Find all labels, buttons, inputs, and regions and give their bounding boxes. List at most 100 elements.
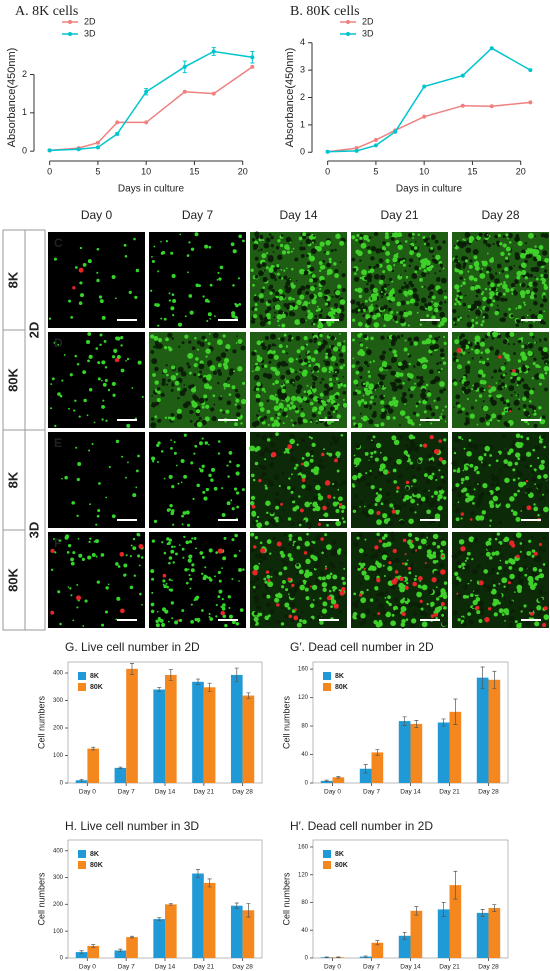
cell-dot <box>207 312 212 317</box>
cell-dot <box>391 280 394 283</box>
cell-dot <box>508 307 511 311</box>
cell-dot <box>309 394 314 399</box>
cell-dot <box>272 251 275 253</box>
cell-dot <box>309 255 316 262</box>
cell-dot <box>339 365 344 370</box>
error-bar <box>414 720 419 728</box>
cell-dot <box>487 281 491 285</box>
cell-dot <box>97 508 101 513</box>
cell-dot <box>454 571 459 577</box>
cell-dot <box>301 484 306 489</box>
cell-dot <box>474 335 481 342</box>
cell-dot <box>305 581 312 588</box>
cell-dot <box>383 574 386 577</box>
cell-dot <box>267 353 274 360</box>
cell-dot <box>305 314 308 317</box>
cell-dot <box>139 592 142 596</box>
cell-dot <box>497 543 501 546</box>
cell-dot <box>533 473 537 476</box>
cell-dot <box>372 265 376 269</box>
cell-dot <box>370 447 375 452</box>
cell-dot <box>532 287 539 293</box>
cell-dot <box>339 299 346 305</box>
cell-dot <box>421 285 424 288</box>
cell-dot <box>205 404 210 409</box>
cell-dot <box>301 305 305 310</box>
dead-cell-dot <box>498 355 502 359</box>
cell-dot <box>372 314 378 320</box>
error-bar <box>79 779 84 782</box>
cell-dot <box>181 371 187 377</box>
cell-dot <box>312 396 319 402</box>
cell-dot <box>502 283 508 290</box>
legend-label: 80K <box>335 684 348 691</box>
cell-dot <box>116 596 121 601</box>
cell-dot <box>486 252 489 255</box>
cell-dot <box>490 571 494 575</box>
cell-dot <box>500 251 505 257</box>
cell-dot <box>171 365 176 370</box>
cell-dot <box>517 471 524 478</box>
cell-dot <box>317 501 321 505</box>
cell-dot <box>334 269 339 274</box>
cell-dot <box>297 419 303 425</box>
dead-cell-dot <box>440 602 445 606</box>
cell-dot <box>485 316 489 319</box>
cell-dot <box>242 381 246 385</box>
cell-dot <box>334 303 338 307</box>
cell-dot <box>201 609 204 612</box>
cell-dot <box>506 410 508 413</box>
cell-dot <box>469 463 474 468</box>
y-tick-label: 3 <box>300 64 305 74</box>
cell-dot <box>304 572 310 579</box>
cell-dot <box>340 433 344 437</box>
cell-dot <box>264 390 267 393</box>
cell-dot <box>336 414 341 419</box>
cell-dot <box>426 509 431 515</box>
cell-dot <box>532 411 535 414</box>
cell-dot <box>156 303 160 307</box>
cell-dot <box>516 384 519 387</box>
cell-dot <box>538 405 542 410</box>
cell-dot <box>298 495 301 498</box>
cell-dot <box>204 416 210 422</box>
cell-dot <box>75 266 78 269</box>
cell-dot <box>495 459 499 463</box>
cell-dot <box>179 233 182 236</box>
cell-dot <box>241 488 245 492</box>
cell-dot <box>268 622 272 626</box>
bar <box>437 909 450 958</box>
cell-dot <box>160 450 164 453</box>
cell-dot <box>258 612 263 617</box>
cell-dot <box>317 493 321 497</box>
cell-dot <box>166 373 169 377</box>
cell-dot <box>64 475 68 480</box>
y-tick-label: 0 <box>60 781 64 787</box>
point <box>422 84 427 89</box>
cell-dot <box>410 498 416 504</box>
chart-title: H′. Dead cell number in 2D <box>290 819 433 833</box>
cell-dot <box>214 315 216 318</box>
cell-dot <box>457 318 461 322</box>
cell-dot <box>294 375 301 381</box>
cell-dot <box>303 481 306 485</box>
cell-dot <box>397 384 403 390</box>
cell-dot <box>357 477 361 482</box>
cell-dot <box>476 470 480 475</box>
cell-dot <box>467 304 472 309</box>
cell-dot <box>522 404 527 408</box>
cell-dot <box>101 404 105 409</box>
cell-dot <box>399 260 404 265</box>
cell-dot <box>205 576 209 579</box>
cell-dot <box>221 513 226 517</box>
cell-dot <box>391 335 396 340</box>
cell-dot <box>452 309 457 314</box>
cell-dot <box>176 413 183 420</box>
cell-dot <box>283 333 287 337</box>
cell-dot <box>522 383 529 390</box>
cell-dot <box>386 295 391 301</box>
cell-dot <box>481 291 485 294</box>
cell-dot <box>520 252 526 259</box>
cell-dot <box>428 489 430 492</box>
cell-dot <box>418 258 421 261</box>
